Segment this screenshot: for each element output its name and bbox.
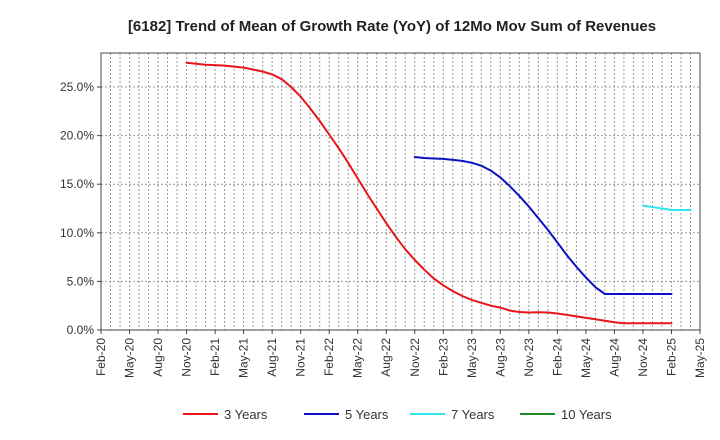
- x-tick-label: May-22: [351, 338, 365, 378]
- x-tick-label: Aug-21: [265, 338, 279, 377]
- series-line-3-years: [185, 61, 673, 325]
- x-tick-label: May-25: [693, 338, 707, 378]
- y-tick-label: 0.0%: [67, 323, 95, 337]
- y-tick-label: 15.0%: [60, 177, 94, 191]
- x-tick-label: Feb-21: [208, 338, 222, 376]
- x-tick-label: Feb-22: [322, 338, 336, 376]
- x-tick-label: Feb-24: [550, 338, 564, 376]
- legend-label: 3 Years: [224, 407, 268, 422]
- legend-item: 7 Years: [410, 407, 495, 422]
- legend-label: 7 Years: [451, 407, 495, 422]
- x-tick-label: Nov-21: [294, 338, 308, 377]
- x-tick-label: Nov-20: [180, 338, 194, 377]
- legend-item: 3 Years: [183, 407, 268, 422]
- x-tick-label: May-21: [237, 338, 251, 378]
- x-tick-label: Aug-24: [607, 338, 621, 377]
- legend-item: 10 Years: [520, 407, 612, 422]
- y-tick-label: 25.0%: [60, 80, 94, 94]
- series-lines: [185, 61, 692, 325]
- x-tick-label: Nov-22: [408, 338, 422, 377]
- legend-item: 5 Years: [304, 407, 389, 422]
- x-tick-label: Aug-20: [151, 338, 165, 377]
- series-line-5-years: [413, 156, 673, 295]
- plot-area: [100, 52, 701, 331]
- series-line-7-years: [642, 204, 692, 211]
- y-tick-label: 10.0%: [60, 226, 94, 240]
- legend: 3 Years 5 Years 7 Years 10 Years: [183, 407, 612, 422]
- chart-title: [6182] Trend of Mean of Growth Rate (YoY…: [128, 18, 656, 35]
- legend-label: 10 Years: [561, 407, 612, 422]
- x-tick-label: Feb-25: [664, 338, 678, 376]
- x-tick-label: May-20: [123, 338, 137, 378]
- legend-label: 5 Years: [345, 407, 389, 422]
- grid: [101, 53, 700, 330]
- x-tick-label: May-23: [465, 338, 479, 378]
- x-tick-label: Feb-23: [436, 338, 450, 376]
- x-tick-label: Feb-20: [94, 338, 108, 376]
- x-tick-label: May-24: [579, 338, 593, 378]
- x-tick-label: Nov-24: [636, 338, 650, 377]
- y-tick-label: 5.0%: [67, 274, 95, 288]
- x-tick-label: Nov-23: [522, 338, 536, 377]
- x-tick-label: Aug-23: [493, 338, 507, 377]
- y-tick-label: 20.0%: [60, 129, 94, 143]
- x-axis: Feb-20 May-20 Aug-20 Nov-20 Feb-21 May-21 Aug-…: [94, 330, 707, 378]
- x-tick-label: Aug-22: [379, 338, 393, 377]
- y-axis: 0.0% 5.0% 10.0% 15.0% 20.0% 25.0%: [60, 80, 101, 337]
